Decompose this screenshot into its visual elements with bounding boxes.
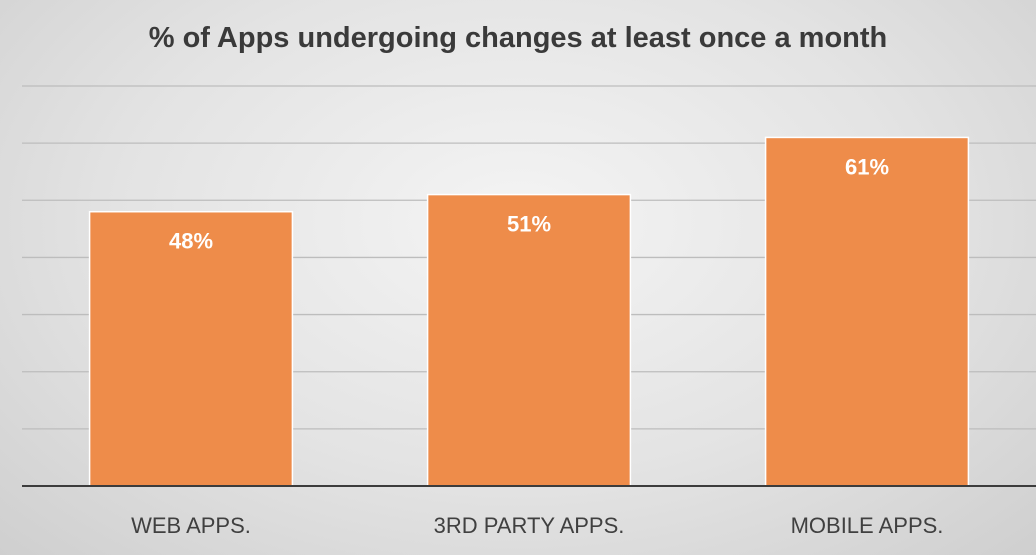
data-label: 61%: [845, 154, 889, 179]
x-tick-label: WEB APPS.: [131, 513, 251, 538]
bar: [764, 136, 970, 487]
data-label: 51%: [507, 212, 551, 237]
x-tick-label: 3RD PARTY APPS.: [434, 513, 625, 538]
bar-layer: 48% 51% 61%: [88, 136, 970, 487]
chart-title: % of Apps undergoing changes at least on…: [148, 22, 888, 54]
tick-layer: WEB APPS. 3RD PARTY APPS. MOBILE APPS.: [131, 513, 943, 538]
bar: [426, 193, 632, 487]
data-label: 48%: [169, 229, 213, 254]
bar: [88, 210, 294, 487]
x-tick-label: MOBILE APPS.: [791, 513, 944, 538]
